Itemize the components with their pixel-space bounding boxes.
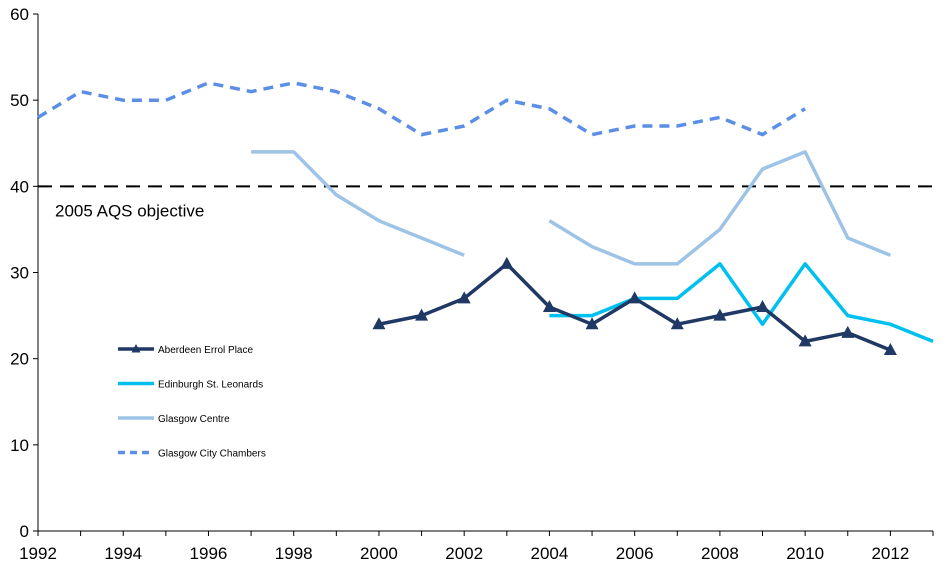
data-point-aberdeen-errol-place <box>756 299 770 312</box>
x-tick-label: 2008 <box>701 544 739 563</box>
data-point-aberdeen-errol-place <box>628 291 642 304</box>
x-tick-label: 2012 <box>871 544 909 563</box>
data-point-aberdeen-errol-place <box>670 317 684 330</box>
y-tick-label: 50 <box>10 91 29 110</box>
series-group <box>37 81 934 356</box>
series-line-glasgow-centre <box>548 150 892 266</box>
x-tick-label: 1996 <box>190 544 228 563</box>
x-tick-label: 2000 <box>360 544 398 563</box>
data-point-aberdeen-errol-place <box>883 343 897 356</box>
data-point-aberdeen-errol-place <box>415 308 429 321</box>
series-line-glasgow-centre <box>251 150 465 257</box>
series-line-glasgow-city-chambers <box>37 81 807 137</box>
data-point-aberdeen-errol-place <box>585 317 599 330</box>
data-point-aberdeen-errol-place <box>500 256 514 269</box>
x-tick-label: 2004 <box>531 544 569 563</box>
y-tick-label: 60 <box>10 5 29 24</box>
legend-label-glasgow-city-chambers: Glasgow City Chambers <box>158 449 266 460</box>
y-tick-label: 10 <box>10 436 29 455</box>
y-tick-label: 20 <box>10 350 29 369</box>
x-tick-label: 2002 <box>445 544 483 563</box>
y-tick-label: 30 <box>10 264 29 283</box>
legend-label-aberdeen-errol-place: Aberdeen Errol Place <box>158 345 253 356</box>
series-line-edinburgh-st-leonards <box>549 262 934 344</box>
data-point-aberdeen-errol-place <box>798 334 812 347</box>
y-tick-label: 0 <box>20 522 29 541</box>
axes: 0 10 20 30 40 50 60 1992 1994 1996 1998 2000 2002 200… <box>10 5 934 563</box>
aqs-objective-label: 2005 AQS objective <box>55 201 204 220</box>
legend-marker-aberdeen-errol-place <box>131 344 141 353</box>
reference-line-group: 2005 AQS objective <box>38 185 933 220</box>
legend: Aberdeen Errol Place Edinburgh St. Leonar… <box>118 344 266 460</box>
data-point-aberdeen-errol-place <box>713 308 727 321</box>
data-point-aberdeen-errol-place <box>457 291 471 304</box>
x-tick-label: 2010 <box>786 544 824 563</box>
x-tick-label: 2006 <box>616 544 654 563</box>
x-tick-label: 1992 <box>19 544 57 563</box>
y-tick-label: 40 <box>10 177 29 196</box>
data-point-aberdeen-errol-place <box>542 299 556 312</box>
data-point-aberdeen-errol-place <box>841 325 855 338</box>
data-point-aberdeen-errol-place <box>372 317 386 330</box>
legend-label-glasgow-centre: Glasgow Centre <box>158 414 230 425</box>
legend-label-edinburgh-st-leonards: Edinburgh St. Leonards <box>158 380 263 391</box>
x-tick-label: 1998 <box>275 544 313 563</box>
x-tick-label: 1994 <box>104 544 142 563</box>
